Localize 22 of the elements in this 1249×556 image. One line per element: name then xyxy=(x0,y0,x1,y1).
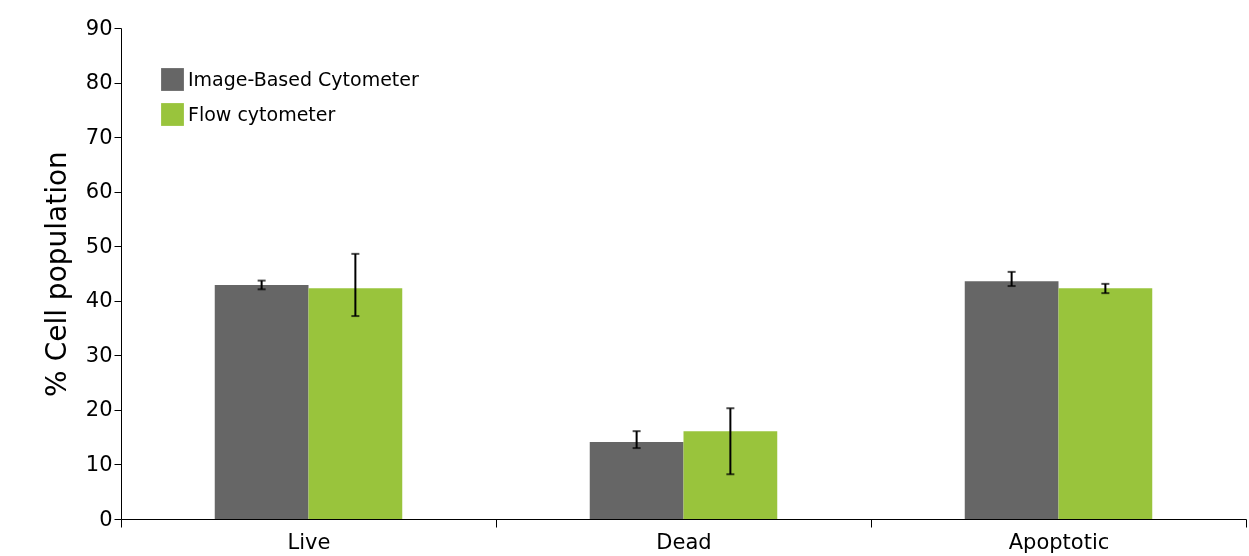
y-tick-label: 0 xyxy=(99,506,113,531)
bar xyxy=(589,442,684,519)
y-tick-label: 90 xyxy=(85,15,113,40)
legend-label: Image-Based Cytometer xyxy=(188,67,419,90)
y-tick-label: 70 xyxy=(85,124,113,149)
bar xyxy=(308,288,403,519)
x-tick-label: Apoptotic xyxy=(1008,529,1110,554)
bar xyxy=(1058,288,1153,519)
y-tick-label: 60 xyxy=(85,179,113,204)
x-tick-label: Live xyxy=(287,529,331,554)
y-tick-label: 40 xyxy=(85,288,113,313)
y-tick-label: 80 xyxy=(85,70,113,95)
bar xyxy=(683,431,778,519)
y-axis-title: % Cell population xyxy=(39,151,73,397)
y-tick-label: 20 xyxy=(85,397,113,422)
y-tick-label: 50 xyxy=(85,233,113,258)
legend-label: Flow cytometer xyxy=(188,102,336,125)
bar xyxy=(214,284,309,519)
y-tick-label: 30 xyxy=(85,342,113,367)
x-tick-label: Dead xyxy=(656,529,712,554)
y-tick-label: 10 xyxy=(85,451,113,476)
bar xyxy=(964,281,1059,519)
